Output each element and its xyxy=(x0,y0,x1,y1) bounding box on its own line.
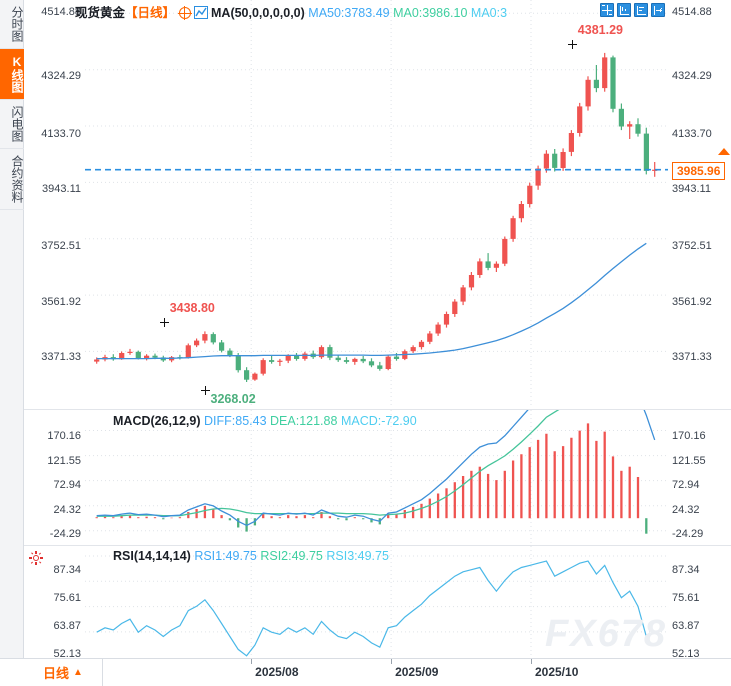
x-axis-date-label: 2025/08 xyxy=(255,665,299,679)
price-tick: 4133.70 xyxy=(41,128,81,140)
x-axis-date-label: 2025/10 xyxy=(534,665,579,679)
rsi-tick: 87.34 xyxy=(53,564,81,576)
x-axis-tick xyxy=(530,659,532,664)
annotation-swing-low-marker-icon xyxy=(200,385,210,395)
macd-tick: 24.32 xyxy=(672,504,700,516)
macd-chart-panel[interactable]: 170.16 121.55 72.94 24.32 -24.29 170.16 … xyxy=(24,410,731,544)
price-tick: 3371.33 xyxy=(41,351,81,363)
x-axis-tick xyxy=(391,659,393,664)
tool-scale-icon[interactable] xyxy=(617,3,631,17)
panel-divider xyxy=(24,409,731,410)
crosshair-icon[interactable] xyxy=(177,6,192,20)
price-chart-panel[interactable]: 4514.88 4324.29 4133.70 3943.11 3752.51 … xyxy=(24,0,731,408)
price-tick: 4514.88 xyxy=(672,6,712,18)
macd-tick: 121.55 xyxy=(672,455,706,467)
candlestick-svg xyxy=(85,0,668,408)
annotation-swing-low-3268: 3268.02 xyxy=(210,391,256,406)
rsi-tick: 52.13 xyxy=(672,648,700,660)
rsi-tick: 75.61 xyxy=(53,592,81,604)
rsi-panel-header: RSI(14,14,14) RSI1:49.75 RSI2:49.75 RSI3… xyxy=(113,549,389,563)
price-axis-left: 4514.88 4324.29 4133.70 3943.11 3752.51 … xyxy=(24,0,85,408)
sidebar-item-lightning[interactable]: 闪电图 xyxy=(0,100,24,149)
panel-divider xyxy=(24,545,731,546)
price-tick: 4324.29 xyxy=(672,70,712,82)
period-selector-button[interactable]: 日线 ▲ xyxy=(24,659,103,686)
macd-tick: 170.16 xyxy=(47,430,81,442)
price-panel-header: 现货黄金【日线】 MA(50,0,0,0,0,0) MA50:3783.49 M… xyxy=(75,2,507,21)
ma0b-value: MA0:3 xyxy=(470,6,508,20)
annotation-swing-high-marker-icon xyxy=(159,318,169,328)
ma-indicator-icon[interactable] xyxy=(194,6,208,19)
macd-tick: 170.16 xyxy=(672,430,706,442)
macd-diff-value: DIFF:85.43 xyxy=(204,414,267,428)
chart-toolbar xyxy=(600,3,665,17)
rsi-chart-panel[interactable]: 87.34 75.61 63.87 52.13 87.34 75.61 63.8… xyxy=(24,546,731,660)
rsi2-value: RSI2:49.75 xyxy=(260,549,323,563)
macd-dea-value: DEA:121.88 xyxy=(270,414,338,428)
price-tick: 3752.51 xyxy=(672,240,712,252)
price-tick: 3561.92 xyxy=(41,296,81,308)
tool-compare-icon[interactable] xyxy=(634,3,648,17)
price-tick: 4133.70 xyxy=(672,128,712,140)
ma50-value: MA50:3783.49 xyxy=(308,6,390,20)
rsi-tick: 52.13 xyxy=(53,648,81,660)
annotation-high-marker-icon xyxy=(567,39,577,49)
sidebar-item-timeline[interactable]: 分时图 xyxy=(0,0,24,49)
sidebar-item-kline[interactable]: K线图 xyxy=(0,49,24,100)
macd-panel-header: MACD(26,12,9) DIFF:85.43 DEA:121.88 MACD… xyxy=(113,414,417,428)
price-plot-area[interactable] xyxy=(85,0,668,408)
macd-tick: 24.32 xyxy=(53,504,81,516)
macd-formula-label: MACD(26,12,9) xyxy=(113,414,201,428)
x-axis-tick xyxy=(251,659,253,664)
symbol-label: 现货黄金 xyxy=(75,6,126,20)
ma-formula-label: MA(50,0,0,0,0,0) xyxy=(211,6,305,20)
price-tick: 3371.33 xyxy=(672,351,712,363)
sidebar-item-contract-info[interactable]: 合约资料 xyxy=(0,149,24,210)
macd-macd-value: MACD:-72.90 xyxy=(340,414,417,428)
bottom-bar: 日线 ▲ 2025/08 2025/09 2025/10 xyxy=(0,658,731,686)
price-tick: 4324.29 xyxy=(41,70,81,82)
macd-axis-left: 170.16 121.55 72.94 24.32 -24.29 xyxy=(24,410,85,544)
macd-tick: 72.94 xyxy=(672,479,700,491)
tool-expand-icon[interactable] xyxy=(651,3,665,17)
macd-plot-area[interactable] xyxy=(85,410,668,544)
rsi-tick: 87.34 xyxy=(672,564,700,576)
tool-crosshair-icon[interactable] xyxy=(600,3,614,17)
macd-tick: -24.29 xyxy=(672,528,704,540)
period-label: 【日线】 xyxy=(125,6,176,20)
last-price-tag[interactable]: 3985.96 xyxy=(672,161,726,180)
rsi1-value: RSI1:49.75 xyxy=(194,549,257,563)
macd-tick: -24.29 xyxy=(49,528,81,540)
rsi-tick: 75.61 xyxy=(672,592,700,604)
price-tick: 3561.92 xyxy=(672,296,712,308)
price-tick: 3943.11 xyxy=(672,183,711,195)
chart-frame: 现货黄金【日线】 MA(50,0,0,0,0,0) MA50:3783.49 M… xyxy=(24,0,731,686)
rsi-plot-area[interactable] xyxy=(85,546,668,658)
price-tick: 3943.11 xyxy=(42,183,81,195)
rsi-axis-right: 87.34 75.61 63.87 52.13 xyxy=(668,546,731,660)
rsi3-value: RSI3:49.75 xyxy=(326,549,389,563)
x-axis-date-label: 2025/09 xyxy=(395,665,439,679)
caret-up-icon: ▲ xyxy=(73,667,83,678)
rsi-axis-left: 87.34 75.61 63.87 52.13 xyxy=(24,546,85,660)
price-tick: 4514.88 xyxy=(41,6,81,18)
macd-axis-right: 170.16 121.55 72.94 24.32 -24.29 xyxy=(668,410,731,544)
price-axis-right: 4514.88 4324.29 4133.70 3943.11 3752.51 … xyxy=(668,0,731,408)
macd-tick: 72.94 xyxy=(53,479,81,491)
ma0a-value: MA0:3986.10 xyxy=(393,6,468,20)
period-selector-label: 日线 xyxy=(43,666,70,681)
settings-sun-icon[interactable] xyxy=(29,551,43,565)
annotation-high-4381: 4381.29 xyxy=(577,22,623,37)
macd-svg xyxy=(85,410,668,544)
price-tick: 3752.51 xyxy=(41,240,81,252)
rsi-formula-label: RSI(14,14,14) xyxy=(113,549,191,563)
rsi-svg xyxy=(85,546,668,658)
macd-tick: 121.55 xyxy=(47,455,81,467)
left-sidebar: 分时图 K线图 闪电图 合约资料 xyxy=(0,0,24,686)
annotation-swing-high-3438: 3438.80 xyxy=(169,301,215,316)
rsi-tick: 63.87 xyxy=(672,620,700,632)
last-price-arrow-icon xyxy=(718,147,730,155)
rsi-tick: 63.87 xyxy=(53,620,81,632)
